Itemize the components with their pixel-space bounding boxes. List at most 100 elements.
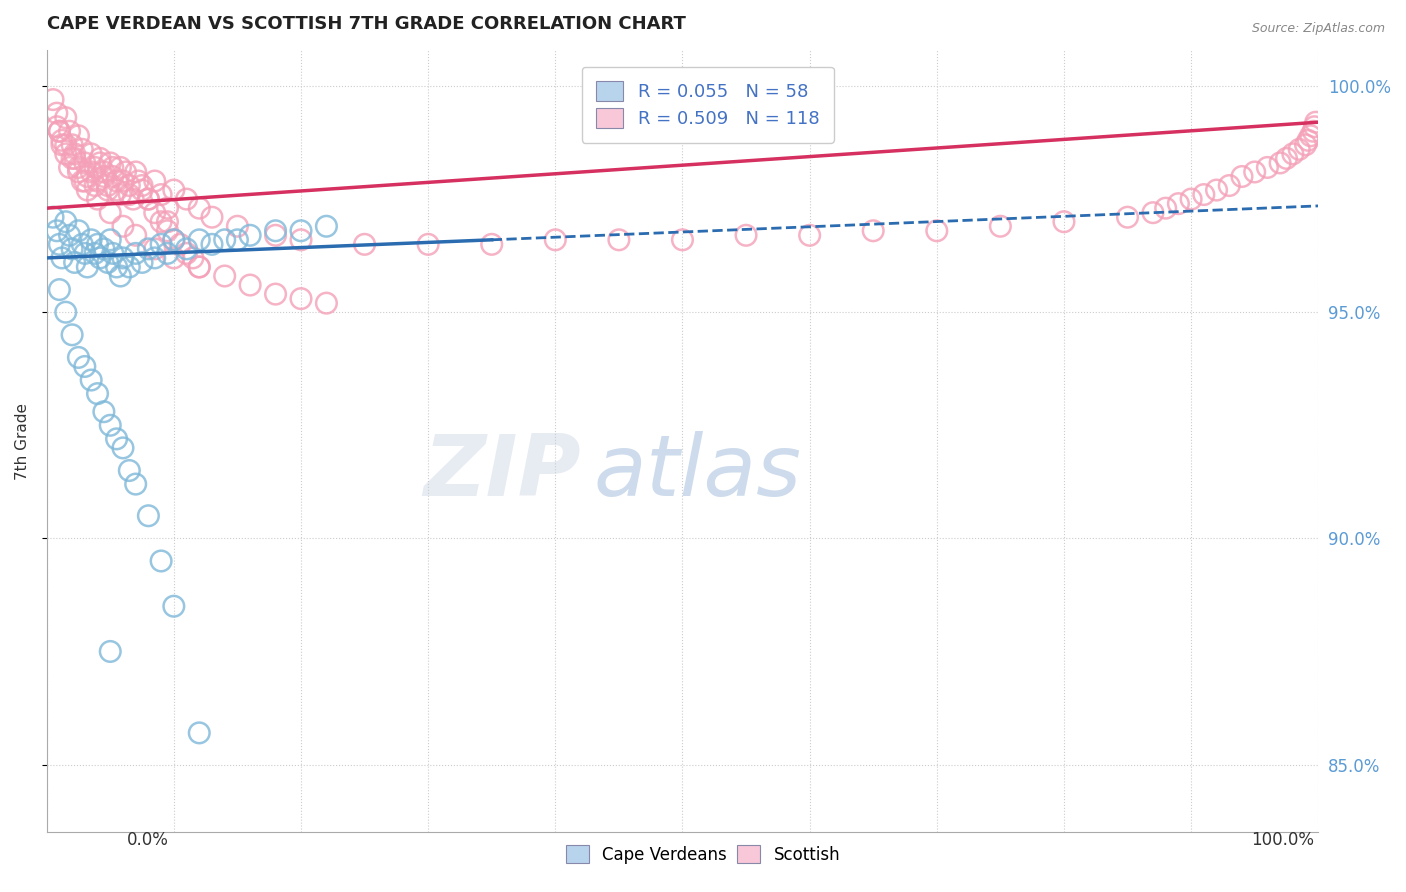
Point bbox=[98, 156, 121, 170]
Point bbox=[131, 178, 153, 193]
Point bbox=[1180, 192, 1202, 206]
Point bbox=[101, 161, 124, 175]
Point bbox=[239, 228, 262, 243]
Point bbox=[58, 228, 80, 243]
Text: atlas: atlas bbox=[593, 431, 801, 514]
Point bbox=[201, 211, 224, 225]
Point bbox=[72, 142, 94, 156]
Point bbox=[201, 237, 224, 252]
Point bbox=[118, 187, 141, 202]
Point bbox=[84, 161, 107, 175]
Point bbox=[105, 432, 128, 446]
Point bbox=[86, 237, 108, 252]
Point bbox=[93, 165, 115, 179]
Point bbox=[1302, 124, 1324, 138]
Point bbox=[93, 242, 115, 256]
Point bbox=[42, 93, 65, 107]
Point bbox=[97, 178, 120, 193]
Point bbox=[799, 228, 821, 243]
Point bbox=[156, 215, 179, 229]
Point bbox=[80, 165, 103, 179]
Point bbox=[111, 219, 134, 234]
Point bbox=[1303, 120, 1326, 134]
Point bbox=[1305, 115, 1327, 129]
Point bbox=[1116, 211, 1139, 225]
Point bbox=[97, 255, 120, 269]
Point bbox=[163, 599, 186, 614]
Point bbox=[1230, 169, 1253, 184]
Point bbox=[290, 233, 312, 247]
Point bbox=[80, 147, 103, 161]
Point bbox=[51, 251, 73, 265]
Point bbox=[111, 251, 134, 265]
Point bbox=[73, 246, 96, 260]
Point bbox=[1205, 183, 1227, 197]
Point bbox=[110, 187, 132, 202]
Text: Source: ZipAtlas.com: Source: ZipAtlas.com bbox=[1251, 22, 1385, 36]
Point bbox=[125, 246, 148, 260]
Text: ZIP: ZIP bbox=[423, 431, 581, 514]
Point bbox=[80, 373, 103, 387]
Point bbox=[111, 441, 134, 455]
Point bbox=[1218, 178, 1240, 193]
Point bbox=[48, 124, 70, 138]
Point bbox=[176, 242, 198, 256]
Point bbox=[42, 211, 65, 225]
Point bbox=[156, 246, 179, 260]
Point bbox=[607, 233, 630, 247]
Point bbox=[156, 224, 179, 238]
Point bbox=[169, 237, 191, 252]
Point bbox=[98, 644, 121, 658]
Point bbox=[80, 233, 103, 247]
Legend: R = 0.055   N = 58, R = 0.509   N = 118: R = 0.055 N = 58, R = 0.509 N = 118 bbox=[582, 67, 834, 143]
Point bbox=[60, 152, 83, 166]
Point bbox=[1288, 142, 1310, 156]
Point bbox=[1295, 137, 1317, 152]
Point bbox=[176, 246, 198, 260]
Point bbox=[73, 156, 96, 170]
Point bbox=[1282, 147, 1305, 161]
Point bbox=[138, 192, 160, 206]
Point bbox=[138, 192, 160, 206]
Point bbox=[315, 296, 337, 310]
Point bbox=[98, 233, 121, 247]
Point bbox=[86, 386, 108, 401]
Point bbox=[188, 201, 211, 215]
Point bbox=[93, 169, 115, 184]
Point bbox=[264, 287, 287, 301]
Point bbox=[114, 165, 136, 179]
Point bbox=[97, 183, 120, 197]
Point bbox=[131, 183, 153, 197]
Point bbox=[48, 283, 70, 297]
Point bbox=[188, 233, 211, 247]
Y-axis label: 7th Grade: 7th Grade bbox=[15, 402, 30, 480]
Point bbox=[105, 260, 128, 274]
Legend: Cape Verdeans, Scottish: Cape Verdeans, Scottish bbox=[560, 838, 846, 871]
Text: 100.0%: 100.0% bbox=[1251, 831, 1315, 849]
Point bbox=[60, 137, 83, 152]
Point bbox=[188, 260, 211, 274]
Point bbox=[1192, 187, 1215, 202]
Point bbox=[55, 137, 77, 152]
Text: CAPE VERDEAN VS SCOTTISH 7TH GRADE CORRELATION CHART: CAPE VERDEAN VS SCOTTISH 7TH GRADE CORRE… bbox=[46, 15, 686, 33]
Point bbox=[58, 124, 80, 138]
Point bbox=[93, 405, 115, 419]
Point bbox=[862, 224, 884, 238]
Point bbox=[143, 174, 166, 188]
Point bbox=[143, 242, 166, 256]
Point bbox=[45, 120, 67, 134]
Point bbox=[125, 228, 148, 243]
Point bbox=[105, 174, 128, 188]
Point bbox=[118, 260, 141, 274]
Point bbox=[125, 165, 148, 179]
Point bbox=[1256, 161, 1278, 175]
Point bbox=[86, 192, 108, 206]
Point bbox=[122, 192, 145, 206]
Point bbox=[176, 192, 198, 206]
Point bbox=[735, 228, 758, 243]
Point bbox=[101, 246, 124, 260]
Point bbox=[1268, 156, 1291, 170]
Point bbox=[214, 233, 236, 247]
Point bbox=[60, 327, 83, 342]
Point bbox=[84, 246, 107, 260]
